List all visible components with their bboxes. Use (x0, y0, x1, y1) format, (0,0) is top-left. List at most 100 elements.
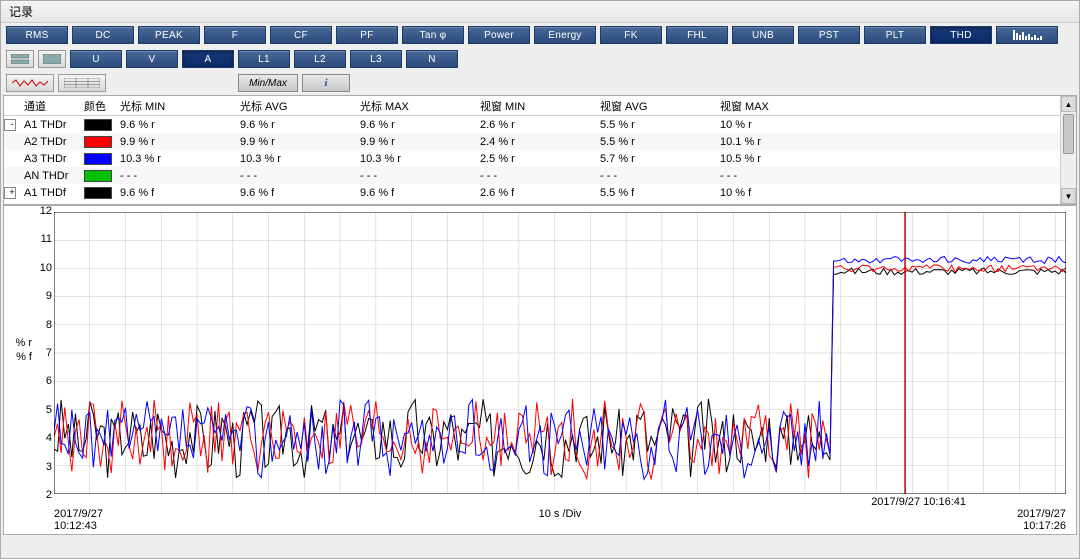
toolbar-btn-unb[interactable]: UNB (732, 26, 794, 44)
toolbar-btn-fhl[interactable]: FHL (666, 26, 728, 44)
y-tick-label: 12 (34, 205, 52, 217)
y-tick-label: 4 (34, 432, 52, 444)
y-tick-label: 10 (34, 262, 52, 274)
cell-value: 5.5 % r (596, 136, 716, 148)
cell-value: 5.5 % f (596, 187, 716, 199)
channel-name: A1 THDr (20, 119, 80, 131)
toolbar-btn-peak[interactable]: PEAK (138, 26, 200, 44)
data-table: 通道颜色光标 MIN光标 AVG光标 MAX视窗 MIN视窗 AVG视窗 MAX… (3, 95, 1077, 205)
minmax-button[interactable]: Min/Max (238, 74, 298, 92)
toolbar-btn-power[interactable]: Power (468, 26, 530, 44)
table-row[interactable]: -A1 THDr9.6 % r9.6 % r9.6 % r2.6 % r5.5 … (4, 116, 1076, 133)
cell-value: 9.6 % r (236, 119, 356, 131)
channel-name: AN THDr (20, 170, 80, 182)
channel-btn-n[interactable]: N (406, 50, 458, 68)
cell-value: 9.6 % r (356, 119, 476, 131)
table-row[interactable]: AN THDr- - -- - -- - -- - -- - -- - - (4, 167, 1076, 184)
cell-value: 10 % f (716, 187, 836, 199)
toolbar-btn-thd[interactable]: THD (930, 26, 992, 44)
y-tick-label: 7 (34, 347, 52, 359)
cell-value: 9.9 % r (116, 136, 236, 148)
y-tick-label: 8 (34, 319, 52, 331)
channel-btn-u[interactable]: U (70, 50, 122, 68)
y-tick-label: 2 (34, 489, 52, 501)
cell-value: 9.6 % f (116, 187, 236, 199)
cell-value: 10.3 % r (356, 153, 476, 165)
x-label-center: 10 s /Div (539, 508, 582, 520)
scroll-up-button[interactable]: ▲ (1061, 96, 1076, 112)
color-swatch (84, 153, 112, 165)
channel-btn-l1[interactable]: L1 (238, 50, 290, 68)
cell-value: 5.5 % r (596, 119, 716, 131)
expand-toggle[interactable]: + (4, 187, 16, 199)
toolbar-btn-tan-φ[interactable]: Tan φ (402, 26, 464, 44)
channel-btn-l2[interactable]: L2 (294, 50, 346, 68)
table-view-icon[interactable] (58, 74, 106, 92)
x-label-end: 2017/9/27 10:17:26 (1017, 508, 1066, 532)
toolbar-btn-rms[interactable]: RMS (6, 26, 68, 44)
cell-value: 9.6 % f (356, 187, 476, 199)
channel-btn-l3[interactable]: L3 (350, 50, 402, 68)
toolbar-row-1: RMSDCPEAKFCFPFTan φPowerEnergyFKFHLUNBPS… (1, 23, 1079, 47)
channel-name: A1 THDf (20, 187, 80, 199)
toolbar-btn-fk[interactable]: FK (600, 26, 662, 44)
toolbar-btn-cf[interactable]: CF (270, 26, 332, 44)
toolbar-btn-f[interactable]: F (204, 26, 266, 44)
cell-value: 9.9 % r (356, 136, 476, 148)
toolbar-btn-plt[interactable]: PLT (864, 26, 926, 44)
table-row[interactable]: A2 THDr9.9 % r9.9 % r9.9 % r2.4 % r5.5 %… (4, 133, 1076, 150)
cell-value: - - - (716, 170, 836, 182)
channel-name: A2 THDr (20, 136, 80, 148)
table-row[interactable]: +A1 THDf9.6 % f9.6 % f9.6 % f2.6 % f5.5 … (4, 184, 1076, 201)
toolbar-btn-pst[interactable]: PST (798, 26, 860, 44)
cell-value: 5.7 % r (596, 153, 716, 165)
toolbar-btn-dc[interactable]: DC (72, 26, 134, 44)
cell-value: 2.5 % r (476, 153, 596, 165)
spectrum-bars-icon[interactable] (996, 26, 1058, 44)
cell-value: - - - (476, 170, 596, 182)
cell-value: 10.3 % r (236, 153, 356, 165)
color-swatch (84, 187, 112, 199)
cell-value: 2.6 % r (476, 119, 596, 131)
table-header: 通道颜色光标 MIN光标 AVG光标 MAX视窗 MIN视窗 AVG视窗 MAX (4, 96, 1076, 116)
y-tick-label: 5 (34, 404, 52, 416)
toolbar-row-3: Min/Max i (1, 71, 1079, 95)
channel-btn-v[interactable]: V (126, 50, 178, 68)
info-button[interactable]: i (302, 74, 350, 92)
wave-view-icon[interactable] (6, 74, 54, 92)
cell-value: 2.6 % f (476, 187, 596, 199)
toolbar-btn-pf[interactable]: PF (336, 26, 398, 44)
cell-value: 9.6 % r (116, 119, 236, 131)
table-row[interactable]: A3 THDr10.3 % r10.3 % r10.3 % r2.5 % r5.… (4, 150, 1076, 167)
cell-value: 9.9 % r (236, 136, 356, 148)
cell-value: - - - (596, 170, 716, 182)
chart: % r % f 2017/9/27 10:12:43 10 s /Div 201… (3, 205, 1077, 535)
layout-single-icon[interactable] (38, 50, 66, 68)
y-axis-label: % r % f (8, 336, 32, 364)
color-swatch (84, 136, 112, 148)
window-title: 记录 (1, 1, 1079, 23)
cell-value: 10.1 % r (716, 136, 836, 148)
cell-value: 10 % r (716, 119, 836, 131)
layout-split-icon[interactable] (6, 50, 34, 68)
cell-value: 9.6 % f (236, 187, 356, 199)
expand-toggle[interactable]: - (4, 119, 16, 131)
y-tick-label: 3 (34, 461, 52, 473)
cell-value: 10.5 % r (716, 153, 836, 165)
y-tick-label: 9 (34, 290, 52, 302)
plot-area[interactable] (54, 212, 1066, 494)
x-label-start: 2017/9/27 10:12:43 (54, 508, 103, 532)
scroll-thumb[interactable] (1063, 114, 1074, 154)
color-swatch (84, 170, 112, 182)
toolbar-btn-energy[interactable]: Energy (534, 26, 596, 44)
channel-btn-a[interactable]: A (182, 50, 234, 68)
y-tick-label: 11 (34, 233, 52, 245)
cell-value: 10.3 % r (116, 153, 236, 165)
cell-value: - - - (356, 170, 476, 182)
vertical-scrollbar[interactable]: ▲ ▼ (1060, 96, 1076, 204)
channel-name: A3 THDr (20, 153, 80, 165)
toolbar-row-2: UVAL1L2L3N (1, 47, 1079, 71)
scroll-down-button[interactable]: ▼ (1061, 188, 1076, 204)
cell-value: - - - (116, 170, 236, 182)
cell-value: 2.4 % r (476, 136, 596, 148)
